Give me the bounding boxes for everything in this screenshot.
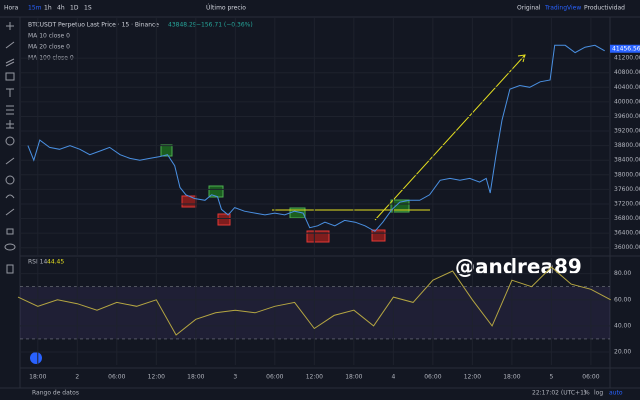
buy-box (390, 199, 410, 213)
x-tick-label: 5 (549, 374, 553, 381)
sell-box (371, 229, 386, 242)
y-tick-label: 39200.00 (614, 128, 640, 135)
x-tick-label: 4 (391, 374, 395, 381)
y-tick-label: 41200.00 (614, 55, 640, 62)
x-tick-label: 12:00 (306, 374, 323, 381)
y-tick-label: 40400.00 (614, 84, 640, 91)
draw-mode[interactable] (5, 208, 15, 216)
logo[interactable] (30, 352, 42, 364)
lock-tool[interactable] (6, 228, 14, 235)
y-tick-label: 80.00 (614, 270, 631, 277)
x-tick-label: 3 (233, 374, 237, 381)
arrow-head (517, 54, 526, 63)
toolbar-button[interactable]: Original (517, 5, 541, 12)
sell-box (306, 230, 330, 243)
toolbar-button[interactable]: 1D (70, 5, 79, 12)
x-tick-label: 18:00 (503, 374, 520, 381)
line-tool[interactable] (5, 41, 15, 49)
x-tick-label: 06:00 (266, 374, 283, 381)
clock: 22:17:02 (UTC+1) (532, 390, 586, 397)
trend-arrow (374, 54, 526, 221)
buy-box (160, 144, 173, 157)
y-tick-label: 38000.00 (614, 171, 640, 178)
x-tick-label: 18:00 (187, 374, 204, 381)
rsi-value: 44.45 (47, 259, 64, 266)
y-tick-label: 39600.00 (614, 113, 640, 120)
last-price-box (610, 44, 640, 53)
x-tick-label: 18:00 (29, 374, 46, 381)
toolbar-button[interactable]: Productividad (584, 5, 625, 12)
y-tick-label: 60.00 (614, 296, 631, 303)
x-tick-label: 06:00 (108, 374, 125, 381)
emoji-tool[interactable] (5, 136, 15, 146)
y-tick-label: 36400.00 (614, 230, 640, 237)
fib-tool[interactable] (6, 120, 14, 129)
indicator[interactable]: MA 20 close 0 (28, 44, 70, 51)
last-price-label: 41456.56 (612, 45, 640, 52)
toolbar-button[interactable]: Último precio (206, 5, 246, 12)
visibility-tool[interactable] (4, 243, 16, 251)
y-tick-label: 37200.00 (614, 200, 640, 207)
price: 43848.29 (168, 22, 197, 29)
x-tick-label: 12:00 (464, 374, 481, 381)
channel-tool[interactable] (5, 58, 15, 67)
sell-box (181, 195, 197, 208)
magnet-tool[interactable] (5, 194, 15, 199)
toolbar-button[interactable]: TradingView (544, 5, 581, 12)
y-tick-label: 37600.00 (614, 186, 640, 193)
ruler-tool[interactable] (5, 157, 15, 165)
shape-tool[interactable] (5, 72, 15, 81)
y-tick-label: 40000.00 (614, 98, 640, 105)
pattern-tool[interactable] (6, 105, 14, 115)
toolbar: Hora 15m 1h 4h 1D 1S Último precio Original Trad… (4, 5, 625, 12)
toolbar-button[interactable]: 1S (84, 5, 92, 12)
date-range[interactable]: Rango de datos (32, 390, 79, 397)
y-tick-label: 36000.00 (614, 244, 640, 251)
toolbar-button[interactable]: 1h (44, 5, 52, 12)
left-toolbar (4, 22, 16, 274)
y-tick-label: 36800.00 (614, 215, 640, 222)
y-tick-label: 40.00 (614, 322, 631, 329)
sell-box (217, 213, 231, 226)
symbol: BTCUSDT Perpetuo Last Price · 15 · Binan… (28, 22, 159, 29)
percent-toggle[interactable]: % (584, 390, 590, 397)
x-tick-label: 18:00 (345, 374, 362, 381)
zoom-tool[interactable] (5, 175, 15, 185)
x-tick-label: 06:00 (582, 374, 599, 381)
rsi-band (20, 286, 610, 339)
text-tool[interactable] (6, 88, 14, 97)
x-tick-label: 06:00 (424, 374, 441, 381)
price-line (17, 266, 611, 336)
crosshair-tool[interactable] (6, 22, 14, 30)
delete-tool[interactable] (6, 264, 14, 274)
annotations (160, 54, 526, 243)
watermark: @andrea89 (455, 255, 582, 279)
price-line (27, 44, 605, 232)
x-tick-label: 2 (75, 374, 79, 381)
auto-toggle[interactable]: auto (609, 390, 623, 397)
indicator[interactable]: MA 10 close 0 (28, 33, 70, 40)
top-bar (0, 0, 640, 17)
x-tick-label: 12:00 (148, 374, 165, 381)
y-tick-label: 20.00 (614, 348, 631, 355)
buy-box (208, 185, 224, 198)
y-tick-label: 38800.00 (614, 142, 640, 149)
toolbar-button[interactable]: 4h (57, 5, 65, 12)
y-tick-label: 40800.00 (614, 69, 640, 76)
toolbar-label: Hora (4, 5, 19, 12)
log-toggle[interactable]: log (594, 390, 603, 397)
change: −156.71 (−0.36%) (196, 22, 253, 29)
toolbar-button[interactable]: 15m (28, 5, 42, 12)
y-tick-label: 38400.00 (614, 157, 640, 164)
